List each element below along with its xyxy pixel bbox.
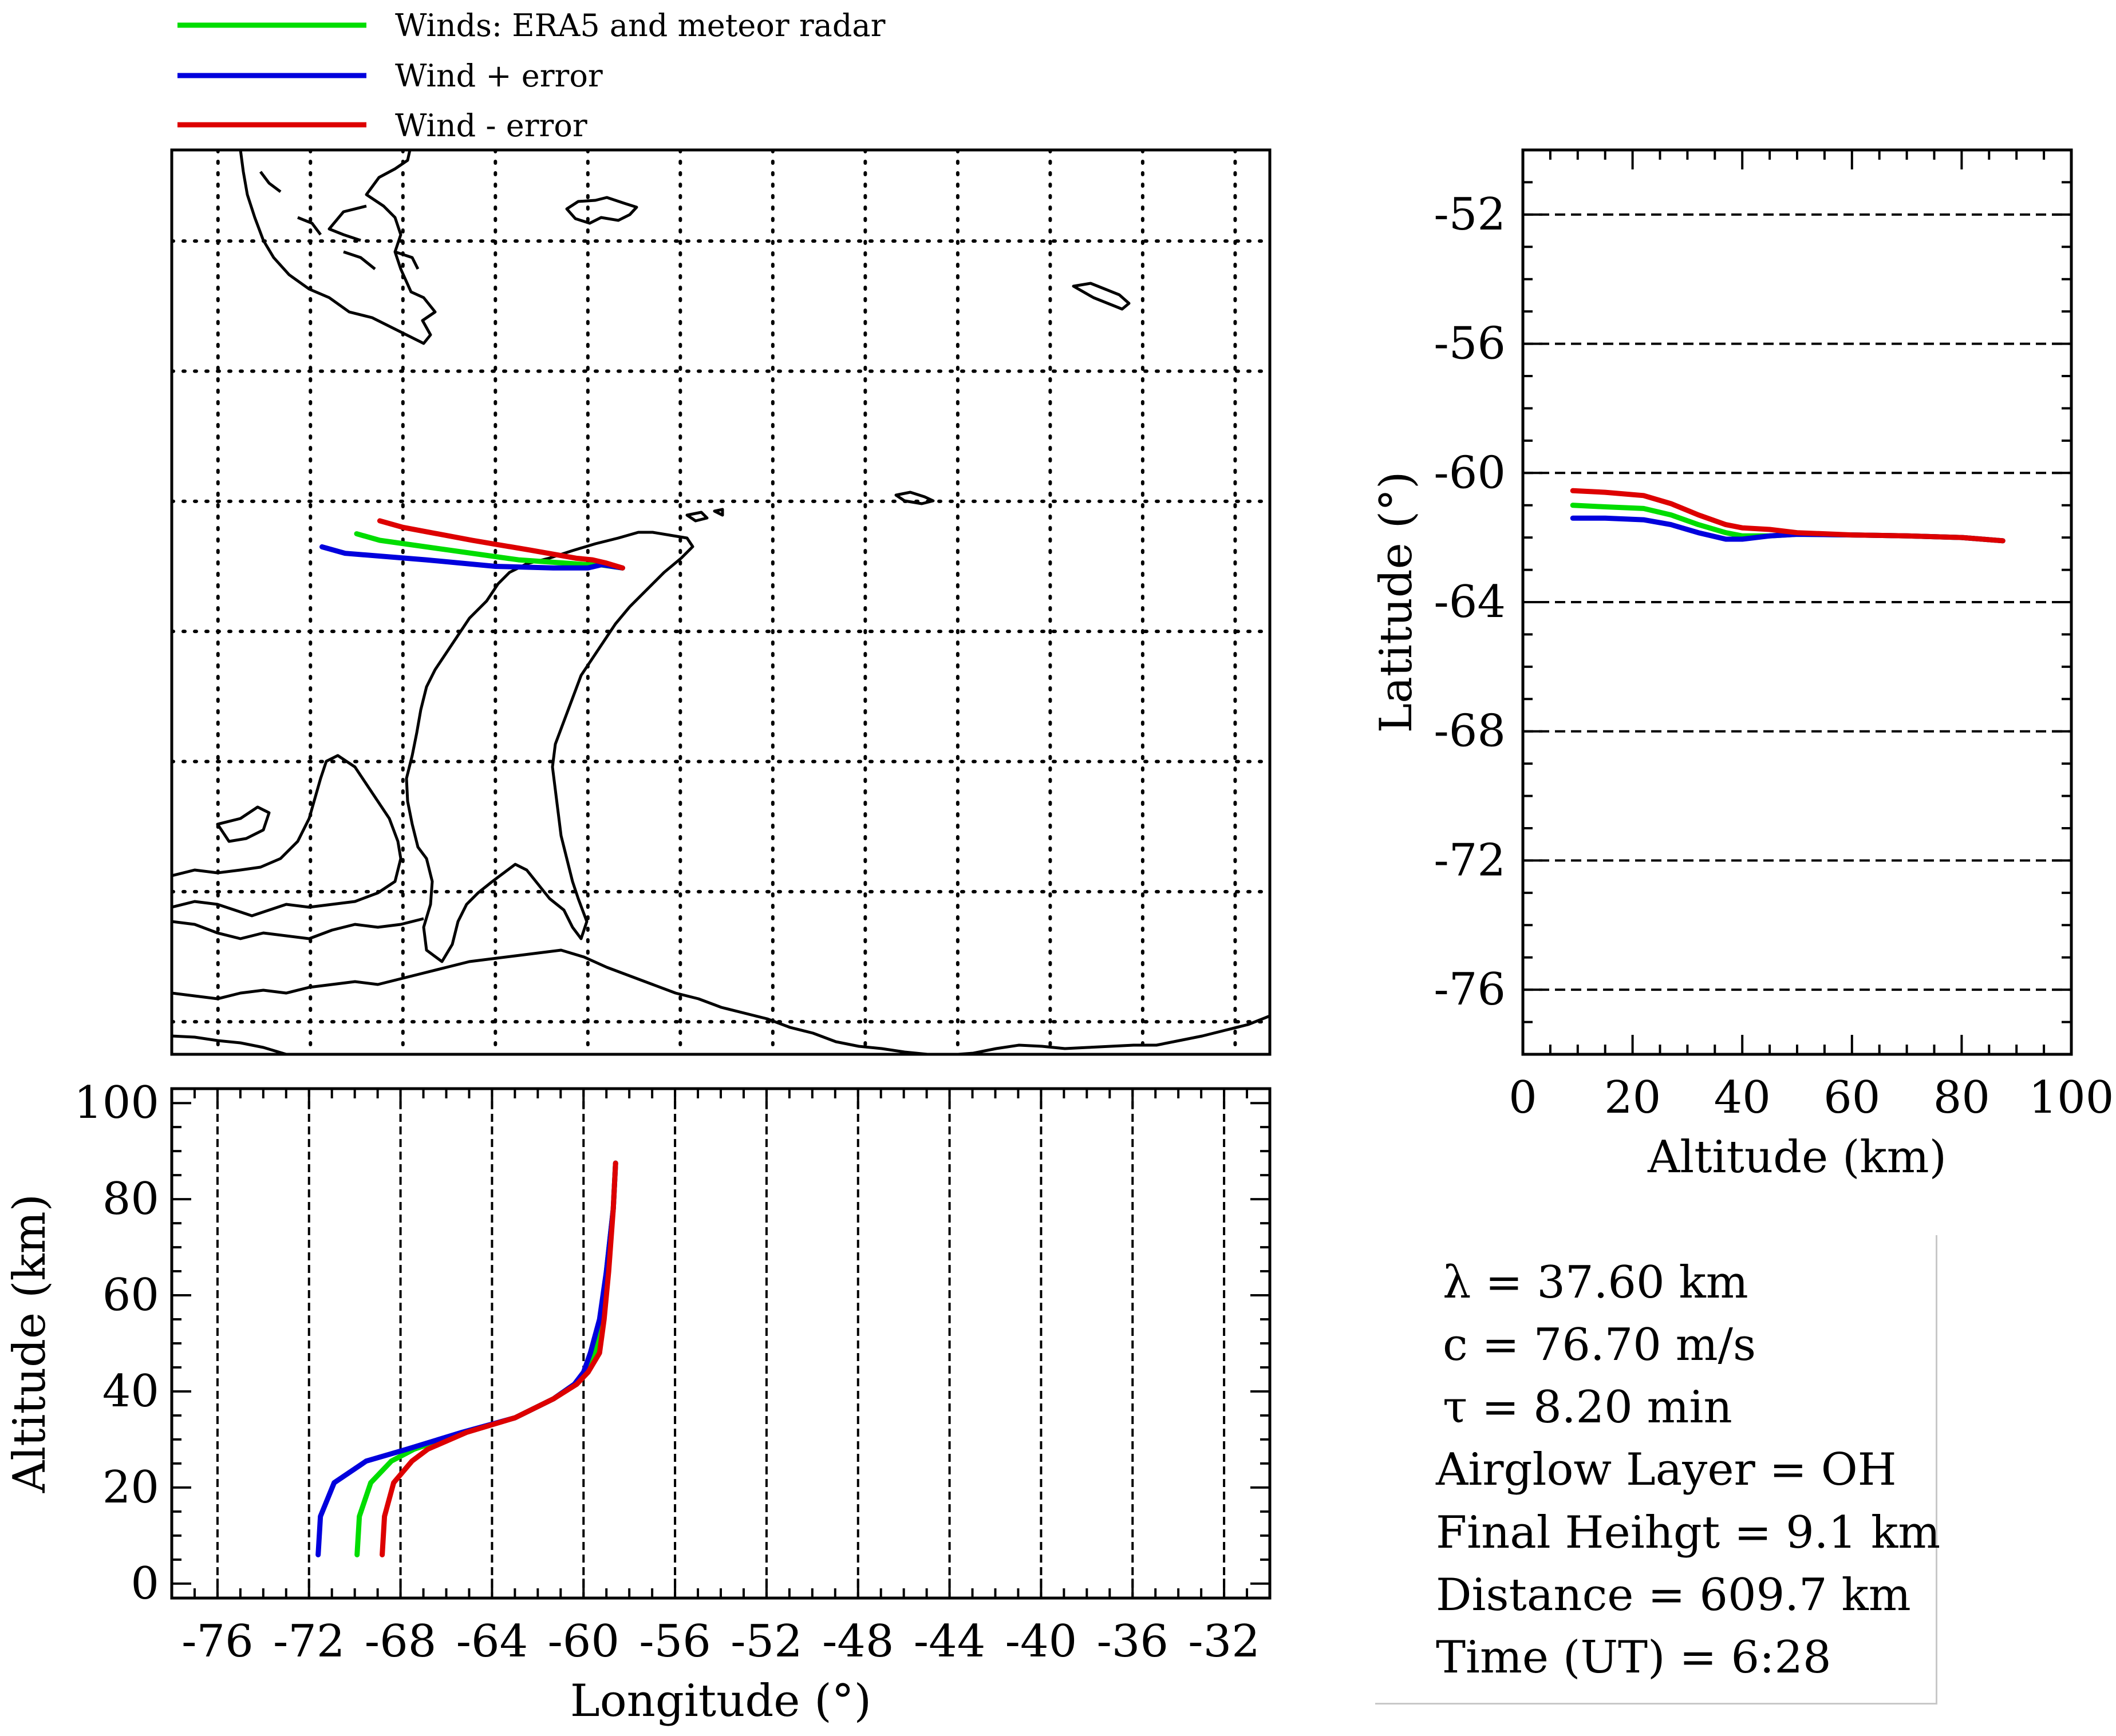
series-line-plus-error [319, 544, 625, 571]
altitude-tick-label: 20 [102, 1462, 159, 1513]
longitude-tick-label: -60 [547, 1616, 619, 1667]
altitude-longitude-panel: -76 -72 -68 -64 -60 -56 -52 -48 -44 -40 -36 -32 0 20 4… [4, 1077, 1272, 1727]
altitude-longitude-series [315, 1160, 618, 1557]
altitude-tick-label: 80 [102, 1173, 159, 1225]
altitude-tick-label: 60 [102, 1270, 159, 1321]
longitude-tick-label: -76 [181, 1616, 254, 1667]
longitude-tick-label: -32 [1188, 1616, 1260, 1667]
altitude-tick-label: 40 [1714, 1072, 1771, 1124]
series-line-plus-error [315, 1160, 618, 1557]
altitude-longitude-frame [170, 1087, 1272, 1600]
coastline-west-antarctica [172, 754, 424, 940]
longitude-tick-label: -44 [914, 1616, 986, 1667]
altitude-tick-label: 0 [131, 1558, 159, 1610]
legend: Winds: ERA5 and meteor radar Wind + erro… [177, 7, 886, 144]
latitude-altitude-series [1570, 488, 2006, 544]
time-text: Time (UT) = 6:28 [1436, 1632, 1831, 1683]
latitude-altitude-panel: -52 -56 -60 -64 -68 -72 -76 0 20 40 60 80 100 Altitu… [1371, 148, 2114, 1183]
latitude-tick-label: -52 [1434, 189, 1506, 240]
latitude-altitude-xlabel: Altitude (km) [1647, 1132, 1947, 1183]
altitude-longitude-gridlines [216, 1089, 1226, 1598]
latitude-altitude-gridlines [1523, 213, 2071, 991]
coastline-south-orkney [894, 491, 935, 505]
map-trajectories [319, 518, 625, 571]
coastline-south-georgia [1072, 282, 1131, 311]
map-panel [170, 148, 1272, 1056]
phase-speed-text: c = 76.70 m/s [1443, 1319, 1756, 1371]
latitude-altitude-ticks: -52 -56 -60 -64 -68 -72 -76 0 20 40 60 80 100 [1434, 149, 2114, 1124]
coastlines [172, 150, 1270, 1054]
altitude-tick-label: 0 [1509, 1072, 1537, 1124]
coastline-antarctic-peninsula [405, 531, 694, 963]
coastline-south-shetland [685, 508, 724, 523]
map-gridlines [172, 150, 1270, 1054]
series-line-era5 [354, 531, 625, 571]
latitude-tick-label: -72 [1434, 835, 1506, 886]
altitude-longitude-ylabel: Altitude (km) [4, 1194, 56, 1493]
longitude-tick-label: -64 [456, 1616, 528, 1667]
legend-label-era5: Winds: ERA5 and meteor radar [395, 7, 886, 44]
latitude-altitude-ylabel: Latitude (°) [1371, 472, 1422, 733]
coastline-antarctic-mainland [172, 948, 1270, 1054]
altitude-tick-label: 60 [1823, 1072, 1880, 1124]
longitude-tick-label: -40 [1005, 1616, 1077, 1667]
series-line-minus-error [380, 1160, 618, 1557]
coastline-south-america [239, 150, 437, 345]
longitude-tick-label: -36 [1096, 1616, 1168, 1667]
wave-parameters-panel: λ = 37.60 km c = 76.70 m/s τ = 8.20 min … [1375, 1235, 1941, 1705]
altitude-tick-label: 20 [1604, 1072, 1661, 1124]
latitude-tick-label: -60 [1434, 447, 1506, 499]
longitude-tick-label: -68 [365, 1616, 437, 1667]
map-frame [170, 148, 1272, 1056]
latitude-tick-label: -56 [1434, 318, 1506, 370]
altitude-tick-label: 40 [102, 1366, 159, 1417]
series-line-era5 [354, 1160, 618, 1557]
longitude-tick-label: -72 [273, 1616, 345, 1667]
altitude-tick-label: 100 [74, 1077, 159, 1129]
series-line-minus-error [377, 518, 625, 571]
series-line-minus-error [1570, 488, 2006, 544]
distance-text: Distance = 609.7 km [1436, 1569, 1911, 1621]
altitude-tick-label: 100 [2029, 1072, 2114, 1124]
legend-label-plus-error: Wind + error [395, 58, 603, 94]
wavelength-text: λ = 37.60 km [1443, 1257, 1748, 1308]
legend-label-minus-error: Wind - error [395, 108, 587, 144]
final-height-text: Final Heihgt = 9.1 km [1436, 1507, 1941, 1559]
airglow-layer-text: Airglow Layer = OH [1436, 1444, 1897, 1496]
altitude-longitude-ticks: -76 -72 -68 -64 -60 -56 -52 -48 -44 -40 -36 -32 0 20 4… [74, 1077, 1271, 1667]
latitude-tick-label: -76 [1434, 964, 1506, 1015]
longitude-tick-label: -56 [639, 1616, 711, 1667]
period-text: τ = 8.20 min [1443, 1382, 1732, 1433]
longitude-tick-label: -48 [822, 1616, 894, 1667]
altitude-tick-label: 80 [1933, 1072, 1990, 1124]
coastline-falklands [565, 196, 638, 225]
latitude-tick-label: -68 [1434, 706, 1506, 757]
longitude-tick-label: -52 [731, 1616, 803, 1667]
latitude-tick-label: -64 [1434, 576, 1506, 628]
altitude-longitude-xlabel: Longitude (°) [570, 1675, 871, 1727]
